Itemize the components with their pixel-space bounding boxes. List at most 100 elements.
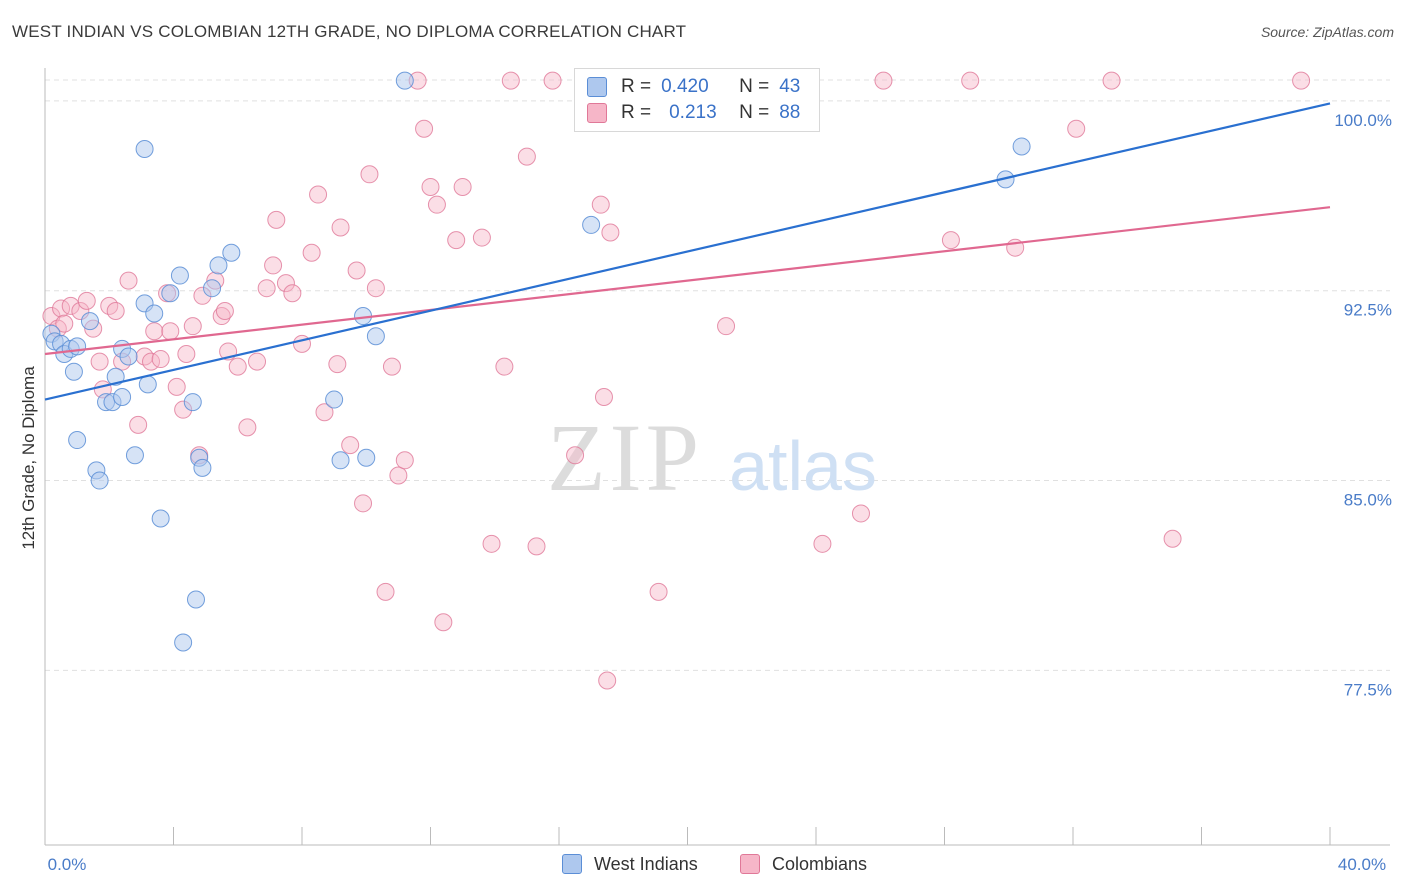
grid-lines (45, 79, 1390, 671)
point-colombians (302, 243, 321, 262)
point-colombians (145, 322, 164, 341)
point-colombians (315, 403, 334, 422)
point-colombians (434, 613, 453, 632)
point-west-indians (325, 390, 344, 409)
legend-r-label: R = (621, 102, 652, 123)
point-colombians (238, 418, 257, 437)
y-tick-label: 85.0% (1344, 491, 1392, 510)
watermark: ZIP atlas (547, 404, 877, 511)
point-colombians (495, 357, 514, 376)
point-colombians (594, 388, 613, 407)
point-west-indians (119, 347, 138, 366)
legend-swatch-pink (587, 103, 607, 123)
point-colombians (389, 466, 408, 485)
y-axis-label: 12th Grade, No Diploma (19, 366, 38, 550)
x-tick-label: 0.0% (48, 855, 87, 874)
point-colombians (447, 231, 466, 250)
point-colombians (77, 291, 96, 310)
point-west-indians (135, 139, 154, 158)
point-colombians (328, 355, 347, 374)
legend-n-value: 88 (779, 102, 801, 123)
point-west-indians (331, 451, 350, 470)
point-colombians (129, 415, 148, 434)
legend-n-label: N = (739, 76, 770, 97)
point-colombians (257, 279, 276, 298)
point-colombians (415, 119, 434, 138)
trend-line-west-indians (44, 102, 1331, 401)
point-colombians (382, 357, 401, 376)
point-colombians (1102, 71, 1121, 90)
point-colombians (177, 344, 196, 363)
y-tick-label: 77.5% (1344, 680, 1392, 699)
point-colombians (501, 71, 520, 90)
point-colombians (813, 534, 832, 553)
point-colombians (61, 296, 80, 315)
series-colombians (42, 71, 1311, 690)
point-colombians (472, 228, 491, 247)
trend-lines (44, 102, 1331, 401)
point-colombians (717, 317, 736, 336)
point-west-indians (186, 590, 205, 609)
point-west-indians (174, 633, 193, 652)
legend-r-value: 0.420 (661, 76, 709, 97)
point-colombians (347, 261, 366, 280)
correlation-legend: R = 0.420 N = 43 R = 0.213 N = 88 (574, 68, 820, 132)
watermark-atlas: atlas (729, 427, 877, 505)
point-west-indians (68, 337, 87, 356)
legend-row-west-indians: R = 0.420 N = 43 (587, 75, 800, 99)
point-west-indians (90, 471, 109, 490)
point-colombians (55, 314, 74, 333)
point-colombians (228, 357, 247, 376)
point-west-indians (366, 327, 385, 346)
point-colombians (874, 71, 893, 90)
point-colombians (264, 256, 283, 275)
point-colombians (341, 436, 360, 455)
point-colombians (601, 223, 620, 242)
legend-n-value: 43 (779, 76, 801, 97)
bottom-legend-label: Colombians (772, 853, 868, 874)
legend-r-value: 0.213 (669, 102, 717, 123)
point-colombians (482, 534, 501, 553)
point-colombians (360, 165, 379, 184)
bottom-legend-label: West Indians (594, 853, 698, 874)
y-tick-label: 92.5% (1344, 301, 1392, 320)
point-colombians (354, 494, 373, 513)
point-colombians (248, 352, 267, 371)
point-colombians (1163, 529, 1182, 548)
point-west-indians (106, 367, 125, 386)
point-colombians (215, 301, 234, 320)
point-colombians (309, 185, 328, 204)
point-colombians (167, 377, 186, 396)
point-colombians (961, 71, 980, 90)
point-colombians (267, 210, 286, 229)
point-west-indians (395, 71, 414, 90)
source-label: Source: ZipAtlas.com (1260, 24, 1394, 40)
point-west-indians (1012, 137, 1031, 156)
point-west-indians (193, 458, 212, 477)
chart-title: WEST INDIAN VS COLOMBIAN 12TH GRADE, NO … (12, 22, 687, 41)
point-colombians (421, 177, 440, 196)
point-colombians (90, 352, 109, 371)
point-colombians (941, 231, 960, 250)
point-colombians (543, 71, 562, 90)
legend-swatch-blue (587, 77, 607, 97)
tick-labels: 77.5% 85.0% 92.5% 100.0% 0.0% 40.0% (48, 111, 1392, 874)
bottom-legend-swatch-blue (562, 854, 582, 874)
legend-row-colombians: R = 0.213 N = 88 (587, 101, 800, 125)
point-west-indians (357, 448, 376, 467)
point-colombians (427, 195, 446, 214)
bottom-legend-swatch-pink (740, 854, 760, 874)
point-west-indians (203, 279, 222, 298)
point-west-indians (145, 304, 164, 323)
point-colombians (598, 671, 617, 690)
point-colombians (851, 504, 870, 523)
point-colombians (453, 177, 472, 196)
point-west-indians (80, 312, 99, 331)
point-west-indians (582, 215, 601, 234)
x-tick-label: 40.0% (1338, 855, 1386, 874)
point-colombians (283, 284, 302, 303)
point-colombians (212, 307, 231, 326)
point-west-indians (138, 375, 157, 394)
point-colombians (517, 147, 536, 166)
point-west-indians (170, 266, 189, 285)
